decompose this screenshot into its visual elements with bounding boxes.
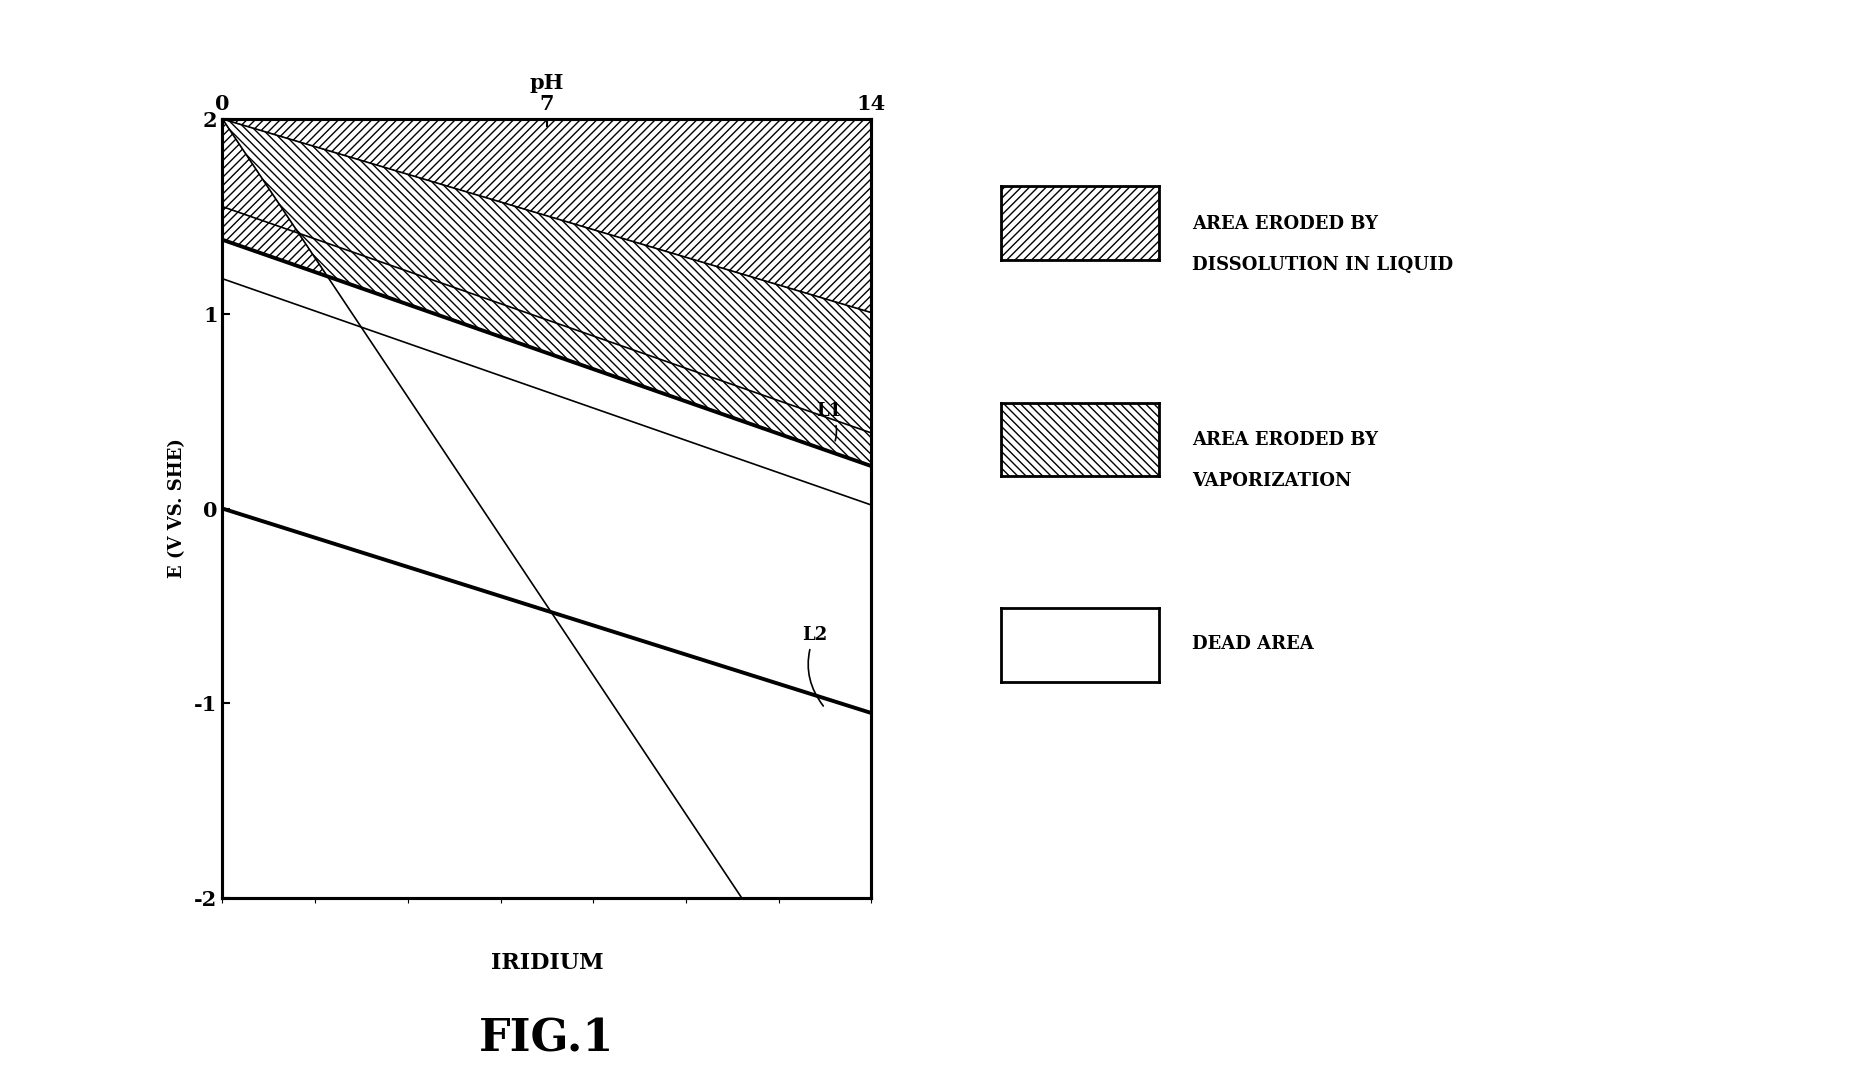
Text: AREA ERODED BY: AREA ERODED BY	[1192, 432, 1378, 449]
Text: L1: L1	[816, 403, 842, 440]
Text: L2: L2	[801, 626, 827, 705]
Text: FIG.1: FIG.1	[480, 1017, 614, 1060]
Text: DISSOLUTION IN LIQUID: DISSOLUTION IN LIQUID	[1192, 256, 1454, 274]
X-axis label: pH: pH	[530, 72, 564, 93]
Y-axis label: E (V VS. SHE): E (V VS. SHE)	[169, 438, 185, 579]
Text: IRIDIUM: IRIDIUM	[491, 952, 603, 974]
Text: VAPORIZATION: VAPORIZATION	[1192, 473, 1352, 490]
Text: DEAD AREA: DEAD AREA	[1192, 635, 1314, 652]
Text: AREA ERODED BY: AREA ERODED BY	[1192, 215, 1378, 233]
